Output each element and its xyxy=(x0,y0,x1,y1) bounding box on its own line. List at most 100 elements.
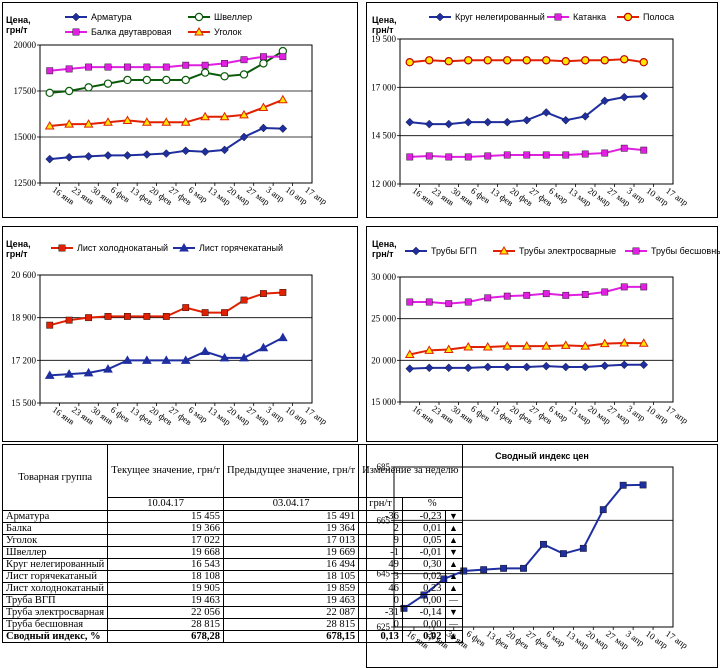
cell-name: Лист горячекатаный xyxy=(1,570,109,583)
header-prev: Предыдущее значение, грн/т xyxy=(222,444,360,498)
y-tick-label: 14 500 xyxy=(371,131,396,141)
data-point xyxy=(406,153,414,161)
cell-prev: 19 669 xyxy=(222,546,360,559)
y-tick-label: 18 900 xyxy=(11,313,36,323)
cell-dir: — xyxy=(444,594,463,607)
data-point xyxy=(143,313,151,320)
data-point xyxy=(581,150,589,158)
legend-marker xyxy=(179,242,189,252)
series-2 xyxy=(406,144,648,161)
cell-name: Уголок xyxy=(1,534,109,547)
data-point xyxy=(221,60,228,67)
data-point xyxy=(599,506,607,514)
series-1 xyxy=(405,360,649,373)
data-point xyxy=(84,83,93,92)
data-point xyxy=(220,145,229,155)
data-point xyxy=(560,340,571,349)
data-point xyxy=(64,86,74,96)
legend-item: Катанка xyxy=(547,12,606,22)
legend-label: Балка двутавровая xyxy=(91,27,172,37)
data-point xyxy=(182,304,190,312)
data-point xyxy=(484,294,492,302)
data-point xyxy=(64,369,75,378)
data-point xyxy=(599,338,610,348)
series-1 xyxy=(45,123,288,164)
data-point xyxy=(443,344,454,353)
data-point xyxy=(463,363,473,373)
chart-panel-round-wire-strip: 19 500 17 000 14 500 12 000 16 янв 23 янв 30 я… xyxy=(366,2,718,218)
cell-name: Круг нелегированный xyxy=(1,558,109,571)
legend-label: Трубы БГП xyxy=(431,246,477,256)
y-tick-label: 19 500 xyxy=(371,34,396,44)
data-point xyxy=(45,154,54,164)
series-4 xyxy=(44,94,288,130)
data-point xyxy=(639,360,649,370)
cell-d: 46 xyxy=(358,582,403,595)
legend-marker xyxy=(72,28,80,36)
cell-p: -0,23 xyxy=(401,510,446,523)
data-point xyxy=(503,151,511,159)
legend-marker xyxy=(435,12,445,22)
data-point xyxy=(503,292,511,300)
data-point xyxy=(404,349,415,358)
data-point xyxy=(259,59,268,68)
data-point xyxy=(143,63,151,71)
cell-dir: ▲ xyxy=(444,522,463,535)
cell-prev: 678,15 xyxy=(222,630,360,643)
data-point xyxy=(639,91,649,101)
data-point xyxy=(258,102,269,112)
cell-cur: 18 108 xyxy=(107,570,224,583)
y-tick-label: 20000 xyxy=(14,40,37,50)
data-point xyxy=(620,55,629,64)
data-point xyxy=(502,362,512,372)
data-point xyxy=(464,298,472,306)
legend-label: Трубы бесшовные xyxy=(651,246,720,256)
y-axis-label-unit: грн/т xyxy=(372,25,394,35)
cell-prev: 15 491 xyxy=(222,510,360,523)
y-tick-label: 12500 xyxy=(14,178,37,188)
legend-label: Лист горячекатаный xyxy=(199,243,283,253)
cell-dir: — xyxy=(444,618,463,631)
cell-p: 0,00 xyxy=(401,594,446,607)
header-group: Товарная группа xyxy=(1,444,109,511)
legend-item: Балка двутавровая xyxy=(65,27,172,37)
legend-label: Трубы электросварные xyxy=(519,246,616,256)
cell-p: 0,01 xyxy=(401,522,446,535)
data-point xyxy=(483,362,493,372)
data-point xyxy=(540,540,547,548)
cell-d: 9 xyxy=(358,534,403,547)
series-3 xyxy=(46,53,287,75)
header-change: Изменение за неделю xyxy=(358,444,463,498)
cell-dir: ▼ xyxy=(444,546,463,559)
table-row: Балка 19 366 19 364 2 0,01 ▲ xyxy=(1,522,463,535)
cell-cur: 16 543 xyxy=(107,558,224,571)
data-point xyxy=(219,111,230,121)
data-point xyxy=(424,119,434,129)
header-pct: % xyxy=(401,497,463,511)
price-table: Товарная группа Текущее значение, грн/т … xyxy=(1,444,463,643)
data-point xyxy=(405,58,414,67)
data-point xyxy=(444,57,453,66)
series-3 xyxy=(405,55,648,67)
legend-marker xyxy=(58,244,66,252)
y-axis-label-unit: грн/т xyxy=(372,249,394,259)
y-tick-label: 20 000 xyxy=(371,355,396,365)
data-point xyxy=(83,367,94,377)
series-1 xyxy=(405,91,649,129)
data-point xyxy=(562,291,570,299)
data-point xyxy=(103,364,113,373)
legend-item: Уголок xyxy=(188,26,242,37)
header-current: Текущее значение, грн/т xyxy=(107,444,224,498)
y-tick-label: 15 500 xyxy=(11,398,36,408)
date-prev: 03.04.17 xyxy=(222,497,360,511)
data-point xyxy=(562,151,570,159)
legend-item: Трубы бесшовные xyxy=(625,246,720,256)
data-point xyxy=(541,361,551,371)
data-point xyxy=(201,61,209,69)
data-point xyxy=(240,56,248,64)
data-point xyxy=(542,56,551,65)
data-point xyxy=(522,56,531,65)
cell-cur: 19 905 xyxy=(107,582,224,595)
